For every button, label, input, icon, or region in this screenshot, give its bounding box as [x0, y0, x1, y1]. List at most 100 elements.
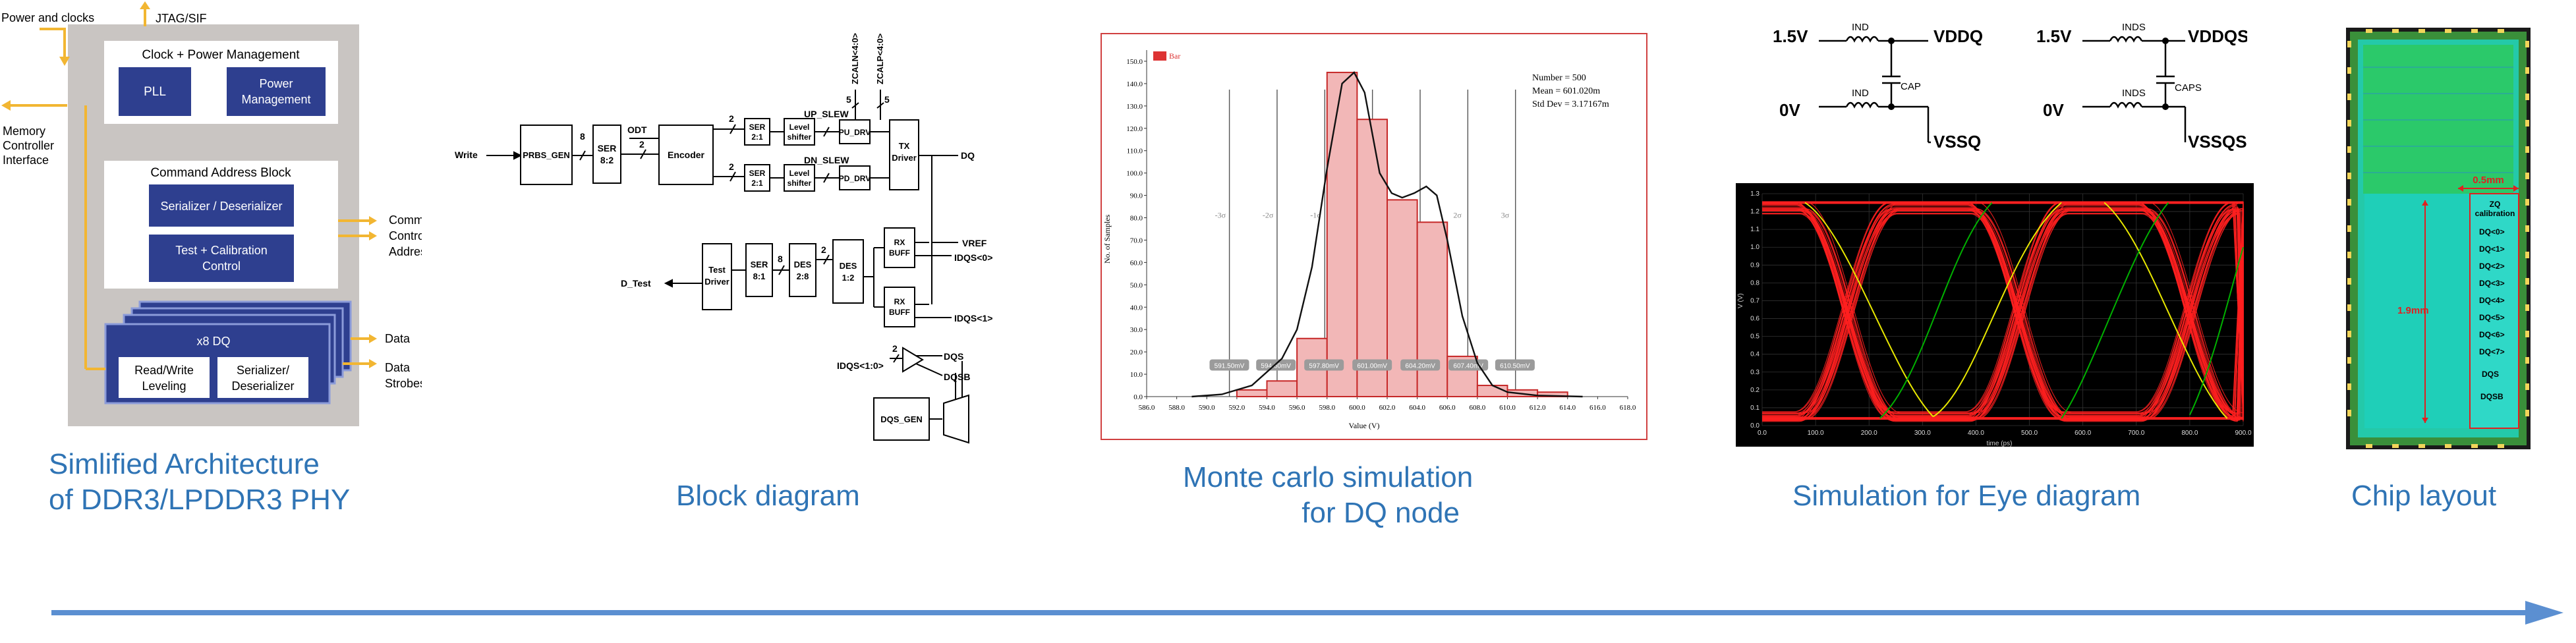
x-tick-label: 612.0 [1530, 404, 1546, 412]
sigma-label: -1σ [1310, 211, 1321, 220]
zq-pin-column [2469, 193, 2519, 429]
sigma-marker-label: 601.00mV [1357, 362, 1387, 370]
ser82-box [592, 125, 621, 184]
sigma-marker-box [1448, 359, 1489, 371]
bus2-bottom-label: 2 [729, 161, 734, 172]
flow-arrow [51, 601, 2563, 625]
level-shifter-bottom-box [784, 164, 815, 192]
idqs0-label: IDQS<0> [954, 252, 992, 263]
level-shifter-top-line1: Level [789, 123, 810, 132]
x-tick-label: 588.0 [1168, 404, 1185, 412]
y-tick-label: 140.0 [1126, 80, 1143, 88]
eye-x-tick: 100.0 [1808, 430, 1824, 437]
memory-controller-line1: Memory [3, 125, 45, 138]
dqs-label: DQS [944, 351, 963, 362]
x-tick-label: 616.0 [1589, 404, 1606, 412]
rx-buff-top-line2: BUFF [889, 248, 910, 258]
ind-top-label: IND [1852, 22, 1869, 33]
test-calibration-line2: Control [202, 260, 241, 273]
inductor-bottom [1845, 101, 1879, 109]
idqs10-label: IDQS<1:0> [837, 360, 884, 371]
y-tick-label: 80.0 [1130, 215, 1143, 223]
dqs-tx-driver [943, 394, 969, 444]
eye-y-tick: 0.7 [1750, 297, 1760, 304]
zq-cal-line2: calibration [2475, 209, 2515, 218]
stat-mean: Mean = 601.020m [1532, 86, 1600, 96]
histogram-bar [1476, 385, 1508, 398]
vddq-label: VDDQ [1933, 26, 1983, 46]
bus2-dqs-label: 2 [892, 343, 898, 354]
data-label: Data [385, 332, 411, 345]
vddqs-label: VDDQS [2188, 26, 2247, 46]
serdes2-line2: Deserializer [231, 379, 294, 393]
sigma-marker-box [1495, 359, 1535, 371]
des28-line1: DES [794, 260, 812, 269]
chip-height-label: 1.9mm [2397, 305, 2429, 316]
power-clocks-label: Power and clocks [1, 11, 94, 24]
dqsb-label: DQSB [944, 372, 970, 382]
pin-dq6: DQ<6> [2479, 330, 2505, 339]
prbs-gen-box [520, 125, 573, 185]
dqs-gen-box [873, 397, 930, 441]
des28-box [789, 243, 816, 297]
x-tick-label: 594.0 [1259, 404, 1275, 412]
eye-diagram: 1.3 1.2 1.1 1.0 0.9 0.8 0.7 0.6 0.5 0.4 0.3 0.2 0.1 0… [1736, 183, 2254, 447]
ind-bottom-label: IND [1852, 88, 1869, 99]
rx-buff-top-box [884, 227, 915, 268]
power-management-line2: Management [241, 93, 310, 106]
eye-x-tick: 200.0 [1861, 430, 1877, 437]
eye-x-tick: 700.0 [2128, 430, 2144, 437]
pd-drv-box [839, 165, 871, 190]
power-supply-schematic: 1.5V 0V VDDQ VSSQ 1.5V 0V VDDQS VSSQS IN… [1773, 22, 2247, 152]
odt-label: ODT [627, 125, 647, 135]
rw-leveling-line2: Leveling [142, 379, 186, 393]
write-label: Write [455, 150, 478, 160]
x-tick-label: 602.0 [1379, 404, 1396, 412]
test-driver-line1: Test [708, 265, 726, 275]
y-tick-label: 100.0 [1126, 170, 1143, 178]
x-tick-label: 618.0 [1620, 404, 1636, 412]
chip-layout-caption: Chip layout [2351, 480, 2497, 512]
zq-cal-line1: ZQ [2490, 200, 2501, 209]
x-tick-label: 610.0 [1499, 404, 1516, 412]
eye-y-tick: 1.3 [1750, 190, 1760, 198]
pll-label: PLL [144, 85, 166, 99]
pin-dq1: DQ<1> [2479, 244, 2505, 254]
histogram-bar [1326, 71, 1358, 397]
inds-top-label: INDS [2122, 22, 2146, 33]
y-tick-label: 120.0 [1126, 125, 1143, 133]
rx-buff-top-line1: RX [894, 238, 905, 247]
bus2-rx-label: 2 [821, 244, 826, 255]
eye-y-tick: 1.0 [1750, 244, 1760, 251]
encoder-label: Encoder [668, 150, 705, 160]
pll-box [119, 67, 191, 116]
zcaln-label: ZCALN<4:0> [850, 33, 860, 84]
pu-drv-box [839, 119, 871, 144]
dqs-rx-amp [902, 347, 924, 373]
monte-carlo-caption-line2: for DQ node [1302, 497, 1460, 529]
idqs1-label: IDQS<1> [954, 313, 992, 323]
pin-dq5: DQ<5> [2479, 313, 2505, 322]
sigma-label: -2σ [1263, 211, 1274, 220]
vssqs-input-label: 0V [2043, 100, 2064, 120]
sigma-marker-box [1352, 359, 1392, 371]
eye-x-tick: 600.0 [2075, 430, 2091, 437]
eye-y-tick: 0.5 [1750, 333, 1760, 341]
sigma-marker-label: 604.20mV [1405, 362, 1435, 370]
x-tick-label: 604.0 [1409, 404, 1425, 412]
ser82-line2: 8:2 [600, 155, 614, 165]
eye-x-tick: 300.0 [1914, 430, 1931, 437]
test-driver-line2: Driver [704, 277, 730, 287]
eye-green-trace [1879, 202, 2244, 419]
y-tick-label: 70.0 [1130, 237, 1143, 244]
rw-leveling-box [119, 357, 210, 398]
pin-dq3: DQ<3> [2479, 279, 2505, 288]
eye-y-tick: 0.2 [1750, 387, 1760, 394]
stat-number: Number = 500 [1532, 73, 1586, 83]
memory-controller-line2: Controller [3, 139, 54, 152]
d-test-label: D_Test [621, 278, 651, 289]
power-management-line1: Power [259, 77, 293, 90]
eye-trace [1762, 204, 2244, 414]
inductor-s-top [2109, 36, 2143, 43]
ser21-bottom-box [744, 164, 770, 192]
